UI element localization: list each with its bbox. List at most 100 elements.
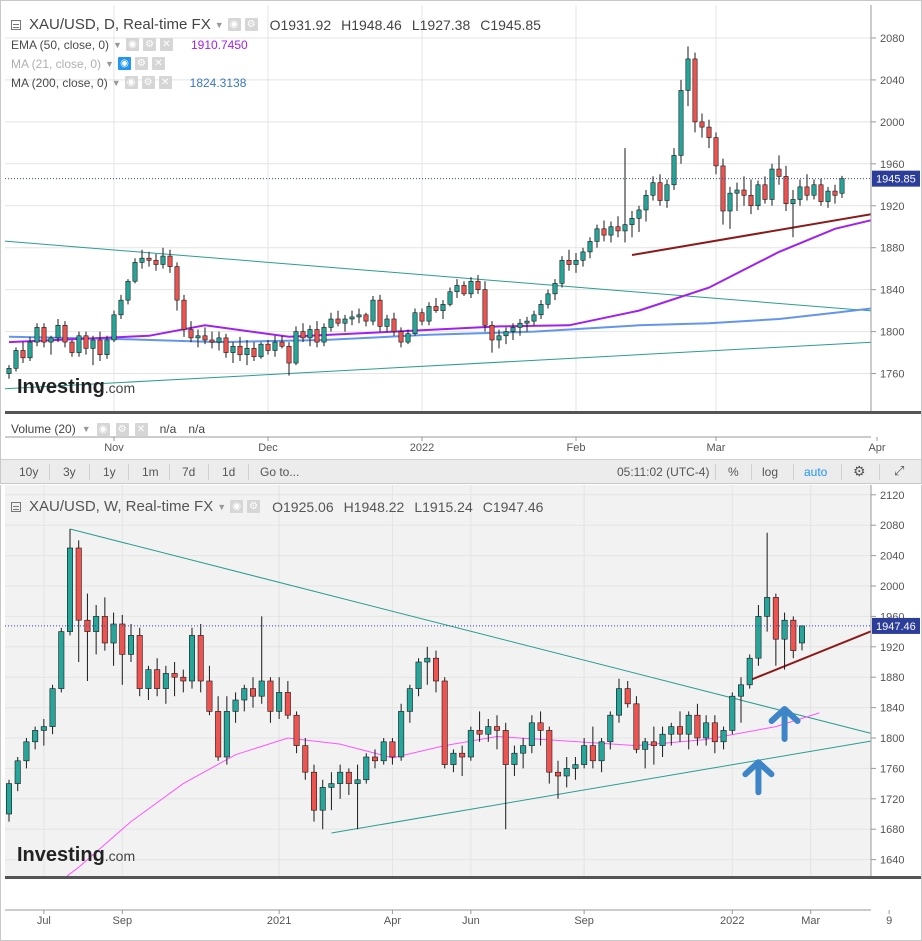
indicator-row-ma21[interactable]: MA (21, close, 0) ▼ ◉ ⚙ ✕ bbox=[11, 54, 551, 73]
candle bbox=[538, 300, 544, 320]
candle bbox=[14, 757, 21, 792]
candle-body bbox=[615, 688, 623, 716]
eye-icon[interactable]: ◉ bbox=[230, 500, 244, 513]
candle-body bbox=[76, 335, 82, 353]
price-tick-label: 1720 bbox=[880, 794, 904, 806]
candle bbox=[790, 616, 797, 659]
candle bbox=[160, 247, 166, 269]
chevron-down-icon[interactable]: ▼ bbox=[214, 19, 224, 30]
candle-body bbox=[337, 771, 344, 784]
candle bbox=[650, 176, 656, 201]
candle-body bbox=[110, 623, 117, 644]
close-icon[interactable]: ✕ bbox=[151, 57, 165, 70]
candle bbox=[657, 174, 663, 206]
candle bbox=[75, 540, 82, 662]
daily-chart-canvas[interactable]: 1760 1800 1840 1880 1920 1960 2000 2040 2080 1945… bbox=[5, 5, 921, 457]
gear-icon[interactable]: ⚙ bbox=[134, 57, 148, 70]
range-button-7d[interactable]: 7d bbox=[182, 465, 196, 479]
candle bbox=[307, 325, 313, 347]
channel-line bbox=[5, 339, 921, 390]
candle-body bbox=[93, 616, 100, 632]
candle bbox=[27, 336, 33, 361]
candle bbox=[83, 331, 89, 355]
close-icon[interactable]: ✕ bbox=[134, 422, 148, 436]
eye-icon[interactable]: ◉ bbox=[125, 38, 139, 51]
time-tick-label: Apr bbox=[868, 442, 885, 454]
candle-body bbox=[657, 182, 663, 201]
candle bbox=[546, 726, 553, 784]
percent-toggle[interactable]: % bbox=[728, 465, 739, 479]
candle bbox=[363, 312, 369, 327]
candle-body bbox=[643, 194, 649, 211]
eye-icon[interactable]: ◉ bbox=[124, 76, 138, 89]
candle bbox=[342, 314, 348, 332]
candle-body bbox=[272, 341, 278, 351]
candle-body bbox=[485, 726, 492, 735]
weekly-open: O1925.06 bbox=[272, 498, 334, 515]
eye-icon[interactable]: ◉ bbox=[117, 57, 131, 70]
candle bbox=[440, 300, 446, 320]
candle bbox=[711, 715, 718, 754]
candle bbox=[354, 764, 361, 830]
gear-icon[interactable]: ⚙ bbox=[142, 38, 156, 51]
weekly-chart-canvas[interactable]: 1640168017201760180018401880192019602000… bbox=[5, 485, 921, 937]
candle-body bbox=[139, 257, 145, 263]
pane-separator bbox=[5, 876, 921, 879]
candle bbox=[349, 310, 355, 326]
close-icon[interactable]: ✕ bbox=[159, 38, 173, 51]
goto-button[interactable]: Go to... bbox=[260, 465, 300, 479]
gear-icon[interactable]: ⚙ bbox=[244, 18, 258, 31]
candle-body bbox=[389, 741, 396, 758]
candle bbox=[335, 310, 341, 327]
time-tick-label: Dec bbox=[258, 442, 278, 454]
collapse-legend-icon[interactable] bbox=[11, 19, 21, 30]
range-button-1y[interactable]: 1y bbox=[103, 465, 116, 479]
candle bbox=[337, 764, 344, 799]
eye-icon[interactable]: ◉ bbox=[96, 422, 110, 436]
candle bbox=[589, 726, 596, 769]
gear-icon[interactable]: ⚙ bbox=[247, 500, 261, 513]
candle bbox=[276, 677, 283, 719]
close-icon[interactable]: ✕ bbox=[158, 76, 172, 89]
indicator-row-ma200[interactable]: MA (200, close, 0) ▼ ◉ ⚙ ✕ 1824.3138 bbox=[11, 73, 551, 92]
collapse-legend-icon[interactable] bbox=[11, 501, 21, 512]
candle bbox=[608, 221, 614, 243]
gear-icon[interactable]: ⚙ bbox=[115, 422, 129, 436]
trendline bbox=[749, 623, 890, 682]
candle-body bbox=[524, 320, 530, 324]
candle bbox=[93, 605, 100, 655]
log-toggle[interactable]: log bbox=[762, 465, 779, 479]
range-button-10y[interactable]: 10y bbox=[19, 465, 39, 479]
candle-body bbox=[503, 331, 509, 337]
candle-body bbox=[538, 304, 544, 316]
candle bbox=[746, 654, 753, 689]
candle bbox=[485, 719, 492, 742]
candle bbox=[554, 760, 562, 799]
candle bbox=[622, 148, 628, 243]
candle-body bbox=[587, 241, 593, 253]
range-button-1m[interactable]: 1m bbox=[142, 465, 159, 479]
candle-body bbox=[685, 58, 691, 91]
auto-toggle[interactable]: auto bbox=[804, 465, 828, 479]
range-button-1d[interactable]: 1d bbox=[222, 465, 236, 479]
eye-icon[interactable]: ◉ bbox=[227, 18, 241, 31]
candle bbox=[398, 327, 404, 348]
candle bbox=[581, 738, 588, 769]
indicator-row-ema50[interactable]: EMA (50, close, 0) ▼ ◉ ⚙ ✕ 1910.7450 bbox=[11, 35, 551, 54]
chevron-down-icon[interactable]: ▼ bbox=[81, 424, 91, 434]
candle bbox=[101, 597, 108, 651]
candle bbox=[13, 347, 19, 372]
gear-icon[interactable]: ⚙ bbox=[141, 76, 155, 89]
candle bbox=[258, 616, 265, 704]
chevron-down-icon[interactable]: ▼ bbox=[217, 501, 227, 512]
chevron-down-icon[interactable]: ▼ bbox=[111, 77, 121, 88]
candle bbox=[223, 696, 230, 765]
gear-icon[interactable]: ⚙ bbox=[853, 463, 866, 479]
chevron-down-icon[interactable]: ▼ bbox=[113, 39, 122, 50]
candle-body bbox=[258, 680, 265, 697]
candle bbox=[111, 310, 117, 343]
chevron-down-icon[interactable]: ▼ bbox=[105, 58, 114, 69]
range-button-3y[interactable]: 3y bbox=[63, 465, 76, 479]
candle-body bbox=[554, 771, 562, 777]
fullscreen-icon[interactable]: ⤢ bbox=[894, 463, 905, 478]
